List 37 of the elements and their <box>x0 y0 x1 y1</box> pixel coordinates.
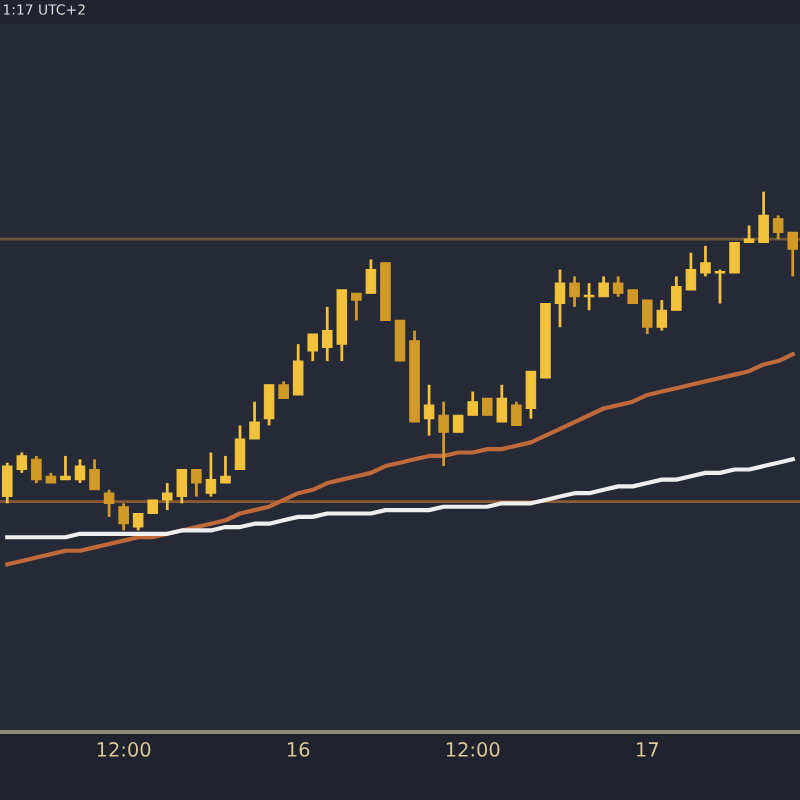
x-tick-label: 16 <box>287 742 310 757</box>
candlestick <box>685 251 697 292</box>
candlestick <box>671 274 682 312</box>
candlestick <box>74 457 86 485</box>
candlestick <box>511 400 522 427</box>
candlestick <box>263 383 275 427</box>
candlestick <box>554 268 566 329</box>
candlestick <box>758 190 769 244</box>
candlestick <box>205 451 217 498</box>
candlestick <box>103 488 115 519</box>
candlestick <box>525 369 537 421</box>
candlestick <box>220 454 231 485</box>
candlestick <box>438 400 449 468</box>
candlestick <box>714 268 726 305</box>
candlestick <box>118 501 129 532</box>
candlestick <box>641 298 653 336</box>
candlestick <box>307 332 319 363</box>
candlestick <box>700 244 711 278</box>
x-tick-label: 12:00 <box>446 742 500 757</box>
x-tick-label: 12:00 <box>97 742 151 757</box>
x-tick-label: 17 <box>637 742 658 757</box>
candlestick <box>249 400 260 441</box>
candlestick <box>365 258 377 295</box>
candlestick <box>729 241 740 274</box>
candlestick <box>569 274 580 309</box>
candlestick <box>292 342 304 397</box>
candlestick <box>31 454 42 485</box>
candlestick <box>191 468 202 498</box>
candlestick <box>496 383 508 424</box>
candlestick <box>89 457 100 492</box>
candlestick <box>394 319 406 362</box>
candlestick <box>656 298 668 332</box>
candlestick <box>60 454 71 482</box>
candlestick <box>351 291 362 322</box>
candlestick <box>598 274 609 299</box>
candlestick <box>234 424 246 471</box>
candlestick <box>423 383 435 437</box>
